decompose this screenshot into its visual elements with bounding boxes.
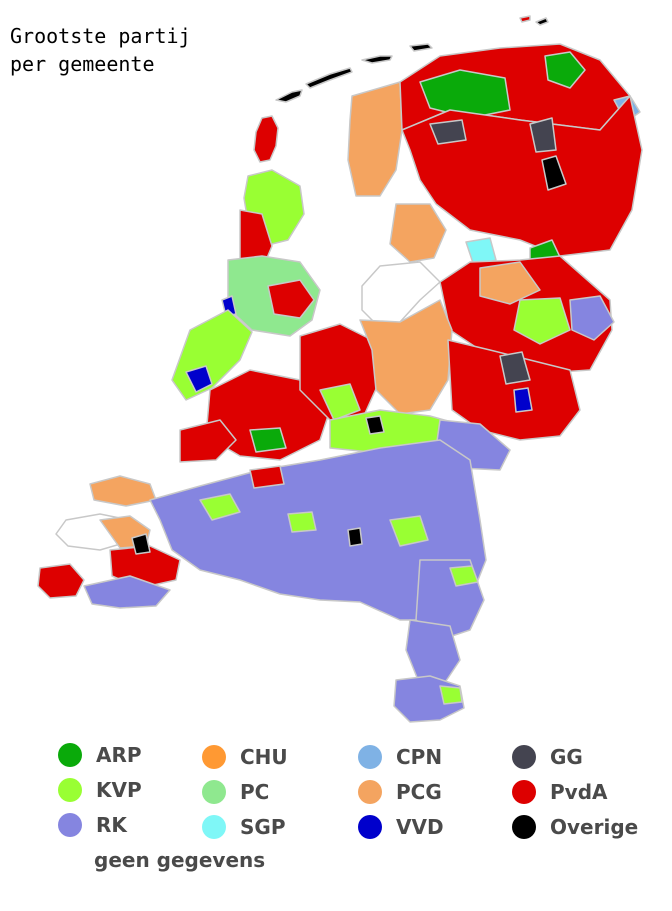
legend-label-rk: RK	[96, 813, 127, 837]
region-brabant-pvda	[249, 465, 285, 489]
legend-label-overige: Overige	[550, 815, 639, 839]
legend-item-gg: GG	[512, 745, 583, 769]
region-rottumerplaat	[535, 17, 549, 26]
region-rotterdam	[179, 419, 237, 463]
legend-item-pcg: PCG	[358, 780, 442, 804]
region-drenthe-gg-1	[429, 119, 467, 145]
region-groningen-arp	[544, 51, 586, 89]
map-title: Grootste partij per gemeente	[10, 22, 191, 78]
map-title-line-2: per gemeente	[10, 52, 155, 76]
region-utrecht-kvp	[319, 383, 361, 421]
legend-item-pvda: PvdA	[512, 780, 608, 804]
region-zuid-holland-arp	[249, 427, 287, 453]
legend-swatch-gg	[512, 745, 536, 769]
netherlands-map	[37, 15, 643, 723]
region-amsterdam	[267, 279, 315, 319]
legend-item-chu: CHU	[202, 745, 288, 769]
legend-swatch-overige	[512, 815, 536, 839]
legend-item-sgp: SGP	[202, 815, 285, 839]
legend-item-vvd: VVD	[358, 815, 444, 839]
legend-item-arp: ARP	[58, 743, 142, 767]
region-goeree	[89, 475, 157, 507]
region-noordoostpolder	[389, 203, 447, 263]
legend-item-rk: RK	[58, 813, 127, 837]
legend-item-kvp: KVP	[58, 778, 142, 802]
region-limburg-south-kvp	[439, 685, 463, 705]
region-friesland-north-arp	[419, 69, 511, 119]
region-achterhoek-vvd	[513, 387, 533, 413]
region-vlieland	[275, 89, 303, 103]
legend-label-pc: PC	[240, 780, 270, 804]
legend-label-pcg: PCG	[396, 780, 442, 804]
region-brabant-kvp-1	[199, 493, 241, 521]
legend-label-pvda: PvdA	[550, 780, 608, 804]
region-veluwe	[359, 299, 453, 415]
legend-label-kvp: KVP	[96, 778, 142, 802]
map-title-line-1: Grootste partij	[10, 24, 191, 48]
legend-label-arp: ARP	[96, 743, 142, 767]
legend-label-nodata: geen gegevens	[94, 848, 266, 872]
region-utrecht	[299, 323, 381, 421]
legend-label-chu: CHU	[240, 745, 288, 769]
region-overijssel-pcg	[479, 261, 541, 305]
region-rottumeroog	[519, 15, 531, 23]
region-drenthe-gg-2	[529, 117, 557, 153]
legend-label-sgp: SGP	[240, 815, 286, 839]
legend-swatch-pcg	[358, 780, 382, 804]
region-brabant-kvp-3	[287, 511, 317, 533]
legend-swatch-kvp	[58, 778, 82, 802]
region-achterhoek-gg	[499, 351, 531, 385]
legend-swatch-rk	[58, 813, 82, 837]
legend-swatch-vvd	[358, 815, 382, 839]
region-texel	[253, 115, 279, 163]
legend-swatch-sgp	[202, 815, 226, 839]
legend-swatch-chu	[202, 745, 226, 769]
region-zeeuws-vlaanderen	[83, 575, 171, 609]
region-gelderland-overige	[365, 415, 385, 435]
region-brabant-kvp-2	[389, 515, 429, 547]
region-schiermonnikoog	[409, 43, 433, 52]
region-flevoland-sgp	[465, 237, 497, 267]
legend-label-cpn: CPN	[396, 745, 443, 769]
region-friesland-west	[347, 81, 403, 197]
legend-swatch-cpn	[358, 745, 382, 769]
legend-swatch-pvda	[512, 780, 536, 804]
legend-label-gg: GG	[550, 745, 583, 769]
legend-item-overige: Overige	[512, 815, 638, 839]
region-zeeland-overige	[131, 533, 151, 555]
region-den-haag-vvd	[185, 365, 213, 393]
region-twente-rk	[569, 295, 615, 341]
region-terschelling	[305, 67, 353, 89]
legend-swatch-arp	[58, 743, 82, 767]
legend-item-cpn: CPN	[358, 745, 442, 769]
region-limburg-kvp	[449, 565, 479, 587]
legend-swatch-pc	[202, 780, 226, 804]
region-ameland	[361, 55, 393, 64]
region-twente-kvp	[513, 297, 571, 345]
legend-label-vvd: VVD	[396, 815, 444, 839]
region-brabant-overige	[347, 527, 363, 547]
region-drenthe-overige	[541, 155, 567, 191]
legend-item-pc: PC	[202, 780, 269, 804]
region-walcheren	[37, 563, 85, 599]
